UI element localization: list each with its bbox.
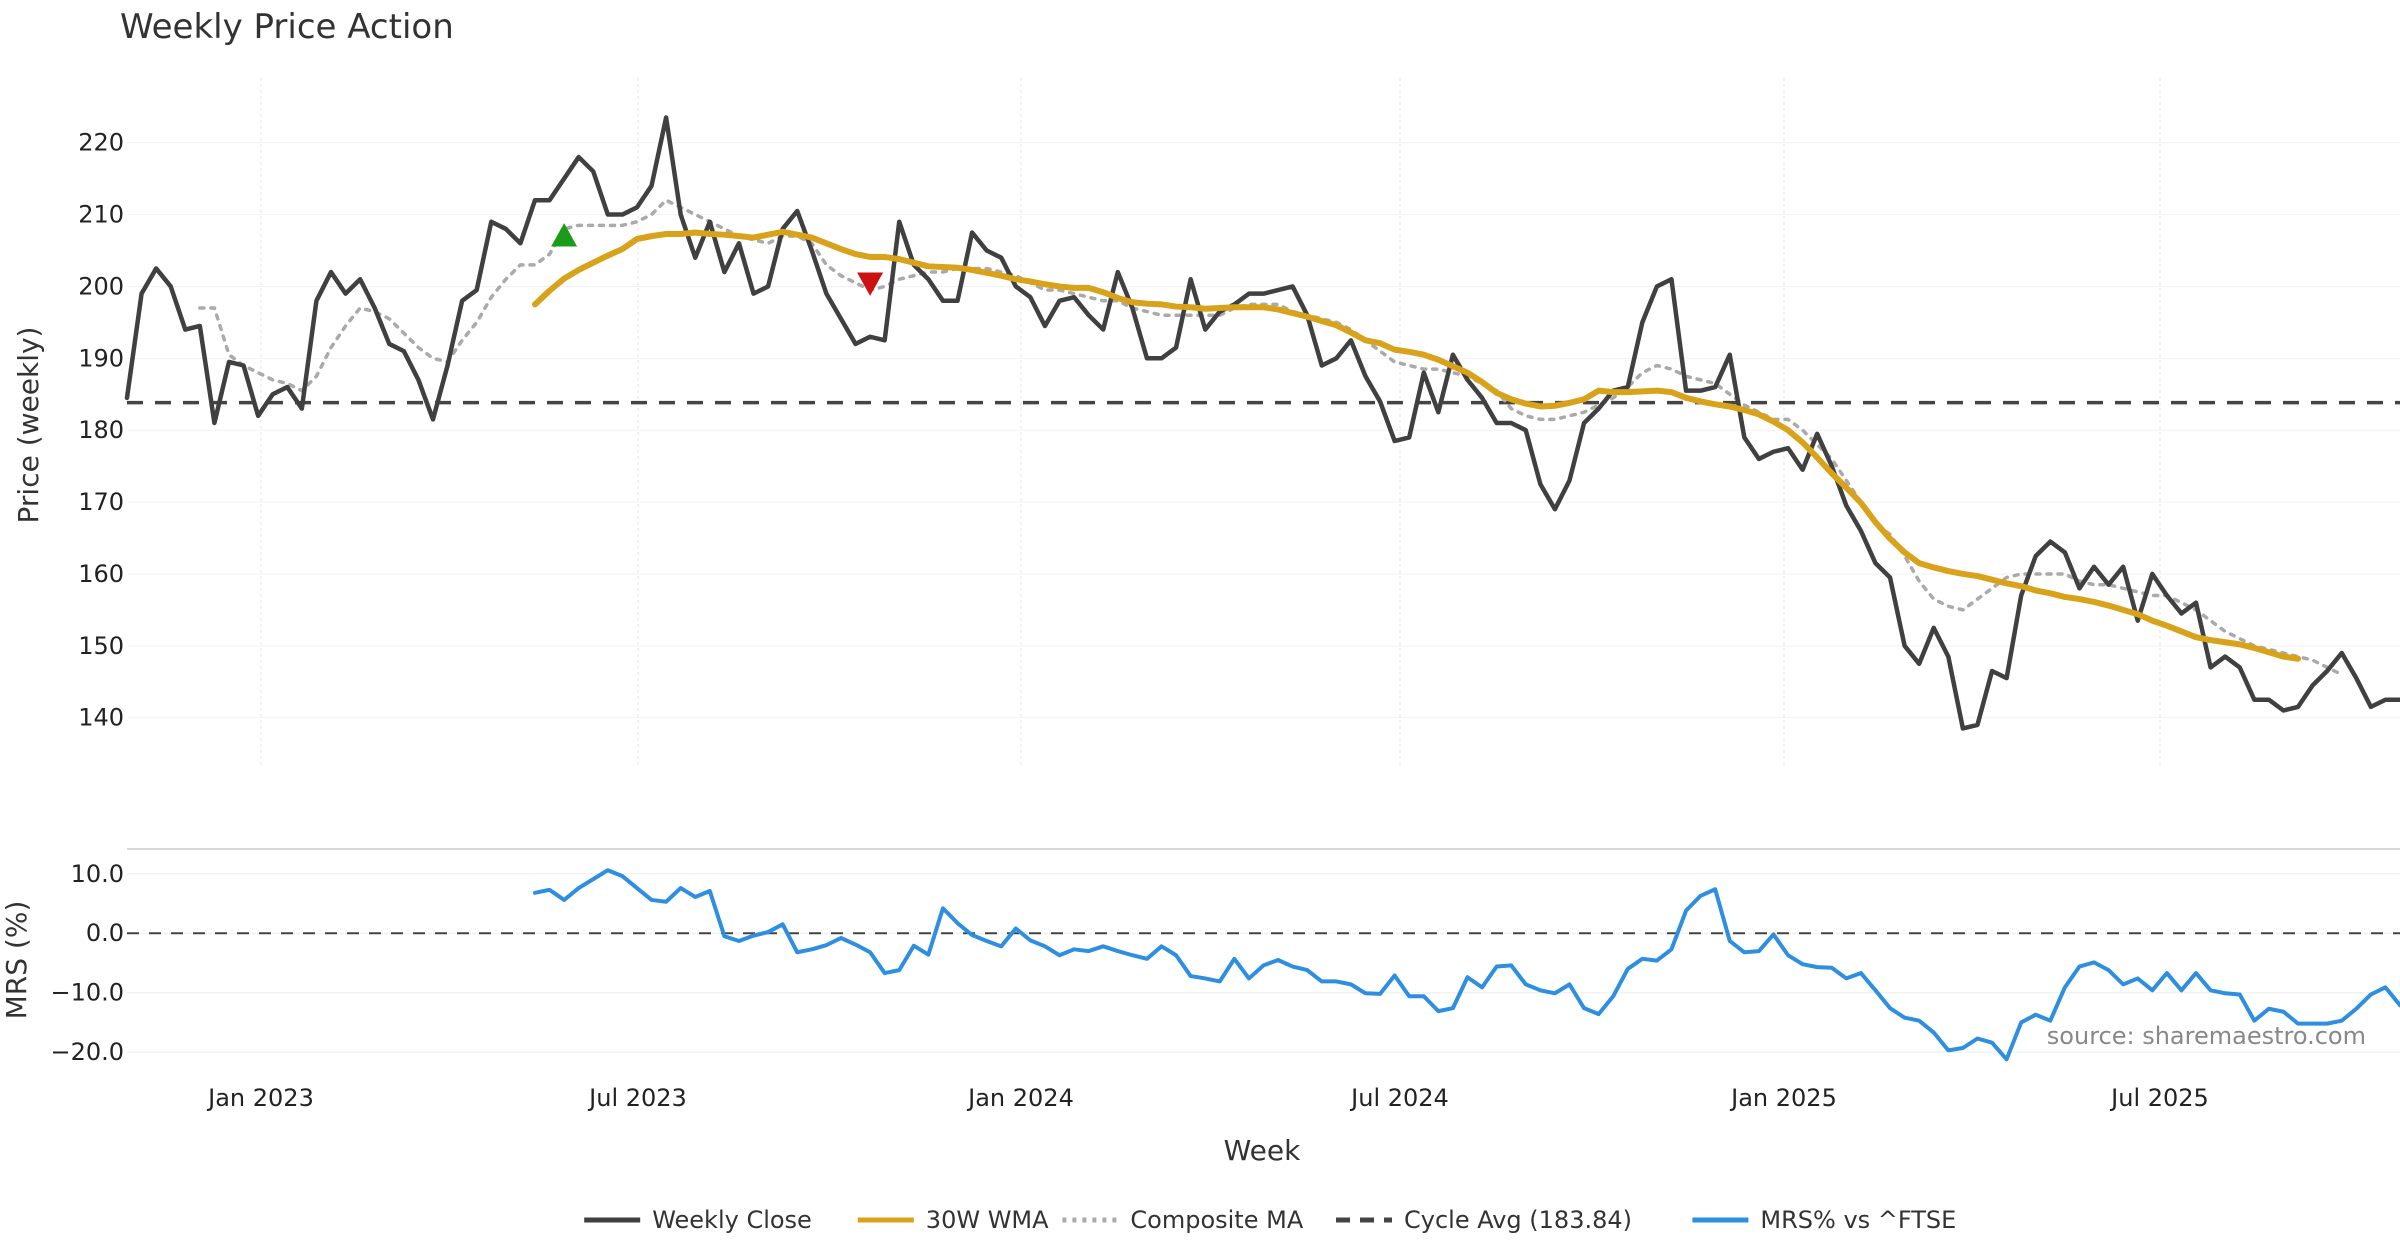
price-y-tick-label: 160 [78, 560, 124, 588]
chart-title: Weekly Price Action [120, 7, 454, 47]
price-y-tick-label: 150 [78, 632, 124, 660]
x-tick-label: Jan 2023 [206, 1084, 314, 1112]
weekly-close-line [124, 115, 2400, 731]
price-y-tick-label: 180 [78, 416, 124, 444]
price-y-tick-label: 200 [78, 272, 124, 300]
x-tick-label: Jul 2024 [1349, 1084, 1449, 1112]
price-y-tick-label: 210 [78, 201, 124, 229]
wma-30w-line [531, 228, 2302, 662]
mrs-y-tick-label: −20.0 [50, 1038, 124, 1066]
price-y-tick-label: 190 [78, 344, 124, 372]
price-y-tick-label: 170 [78, 488, 124, 516]
buy-signal-marker [551, 223, 578, 247]
sell-signal-marker [857, 272, 884, 296]
legend-label: 30W WMA [926, 1206, 1049, 1234]
mrs-axis-label: MRS (%) [0, 901, 33, 1020]
legend-label: Composite MA [1130, 1206, 1303, 1234]
mrs-line [532, 868, 2400, 1062]
legend-label: Cycle Avg (183.84) [1404, 1206, 1632, 1234]
price-y-tick-label: 140 [78, 704, 124, 732]
x-tick-label: Jul 2023 [587, 1084, 687, 1112]
price-y-tick-label: 220 [78, 129, 124, 157]
mrs-y-tick-label: 10.0 [71, 860, 124, 888]
mrs-y-tick-label: 0.0 [86, 919, 124, 947]
source-credit: source: sharemaestro.com [2047, 1022, 2366, 1050]
x-tick-label: Jan 2024 [966, 1084, 1074, 1112]
x-tick-label: Jan 2025 [1729, 1084, 1837, 1112]
price-axis-label: Price (weekly) [12, 327, 45, 524]
legend-label: Weekly Close [652, 1206, 812, 1234]
legend-label: MRS% vs ^FTSE [1760, 1206, 1956, 1234]
x-tick-label: Jul 2025 [2109, 1084, 2209, 1112]
mrs-y-tick-label: −10.0 [50, 979, 124, 1007]
x-axis-label: Week [1224, 1134, 1301, 1167]
